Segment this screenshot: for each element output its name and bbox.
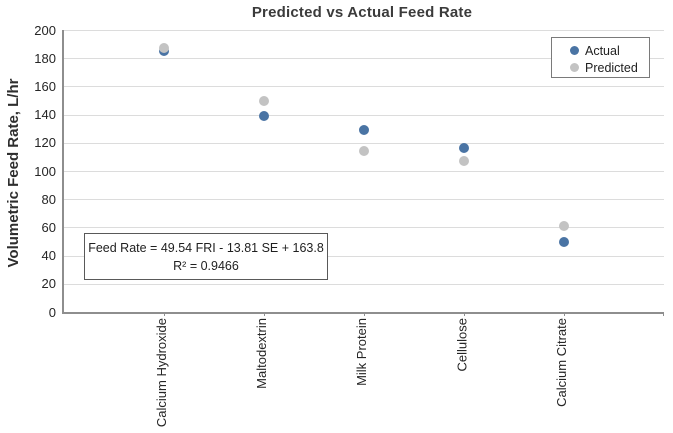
x-category-label: Cellulose	[454, 318, 469, 372]
x-axis-tick	[564, 312, 565, 316]
regression-equation-box: Feed Rate = 49.54 FRI - 13.81 SE + 163.8…	[84, 233, 328, 280]
gridline	[64, 255, 664, 257]
gridline	[64, 227, 664, 229]
x-axis-tick	[663, 312, 664, 316]
gridline	[64, 58, 664, 60]
data-point-predicted	[559, 220, 569, 231]
gridline	[64, 30, 664, 31]
x-axis-tick	[164, 312, 165, 316]
x-axis-tick	[364, 312, 365, 316]
gridline	[64, 114, 664, 116]
x-category-label: Milk Protein	[354, 318, 369, 386]
x-axis-tick	[464, 312, 465, 316]
y-tick-label: 120	[34, 135, 56, 151]
chart-title: Predicted vs Actual Feed Rate	[251, 4, 473, 21]
x-category-label: Maltodextrin	[254, 318, 269, 389]
legend-label-predicted: Predicted	[585, 60, 638, 75]
y-tick-label: 180	[34, 50, 56, 66]
actual-series-marker-icon	[570, 46, 579, 55]
data-point-predicted	[459, 156, 469, 167]
gridline	[64, 142, 664, 144]
x-axis-tick	[264, 312, 265, 316]
data-point-predicted	[259, 95, 269, 106]
predicted-series-marker-icon	[570, 63, 579, 72]
gridline	[64, 199, 664, 201]
y-tick-label: 40	[41, 248, 56, 264]
r-squared-value: R² = 0.9466	[173, 259, 239, 273]
legend-item-actual: Actual	[570, 42, 649, 59]
data-point-predicted	[359, 146, 369, 157]
data-point-predicted	[159, 43, 169, 54]
data-point-actual	[459, 143, 469, 154]
y-tick-label: 160	[34, 78, 56, 94]
gridline	[64, 86, 664, 88]
gridline	[64, 171, 664, 172]
y-tick-label: 20	[41, 276, 56, 292]
y-tick-label: 60	[41, 219, 56, 235]
legend-label-actual: Actual	[585, 43, 620, 58]
gridline	[64, 283, 664, 285]
y-tick-label: 80	[41, 191, 56, 207]
y-tick-label: 0	[48, 304, 56, 320]
legend-item-predicted: Predicted	[570, 59, 649, 76]
x-category-label: Calcium Citrate	[554, 318, 569, 407]
regression-equation: Feed Rate = 49.54 FRI - 13.81 SE + 163.8	[88, 241, 324, 255]
data-point-actual	[259, 111, 269, 121]
data-point-actual	[559, 236, 569, 247]
legend: Actual Predicted	[551, 37, 650, 78]
x-category-label: Calcium Hydroxide	[154, 318, 169, 428]
y-tick-label: 100	[34, 163, 56, 179]
data-point-actual	[359, 125, 369, 136]
y-tick-label: 200	[34, 22, 56, 38]
y-tick-label: 140	[34, 107, 56, 123]
